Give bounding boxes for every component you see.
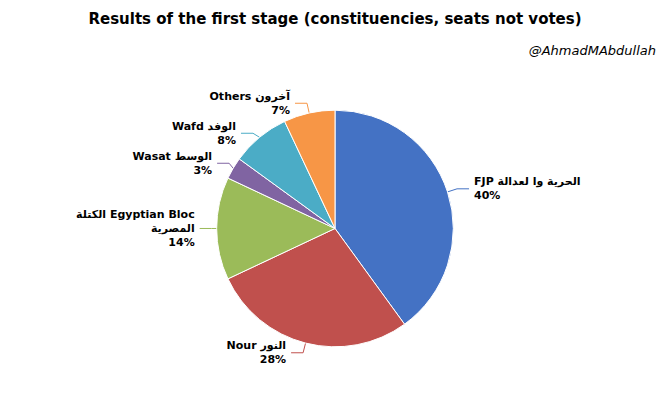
svg-text:Nour النور: Nour النور: [227, 339, 286, 352]
svg-text:Wafd الوفد: Wafd الوفد: [172, 120, 236, 133]
svg-text:28%: 28%: [260, 353, 286, 366]
svg-text:FJP الحرية وا لعدالة: FJP الحرية وا لعدالة: [474, 175, 581, 188]
svg-text:المصرية: المصرية: [151, 222, 195, 235]
svg-text:Results of the first stage (co: Results of the first stage (constituenci…: [88, 10, 581, 28]
svg-text:40%: 40%: [474, 189, 500, 202]
svg-text:3%: 3%: [193, 164, 212, 177]
svg-text:@AhmadMAbdullah: @AhmadMAbdullah: [529, 43, 656, 58]
svg-text:الكتلة Egyptian Bloc: الكتلة Egyptian Bloc: [76, 208, 195, 221]
svg-text:7%: 7%: [271, 104, 290, 117]
svg-text:14%: 14%: [168, 236, 194, 249]
svg-text:Wasat الوسط: Wasat الوسط: [132, 150, 212, 163]
svg-text:Others آخرون: Others آخرون: [210, 89, 291, 103]
svg-text:8%: 8%: [217, 134, 236, 147]
